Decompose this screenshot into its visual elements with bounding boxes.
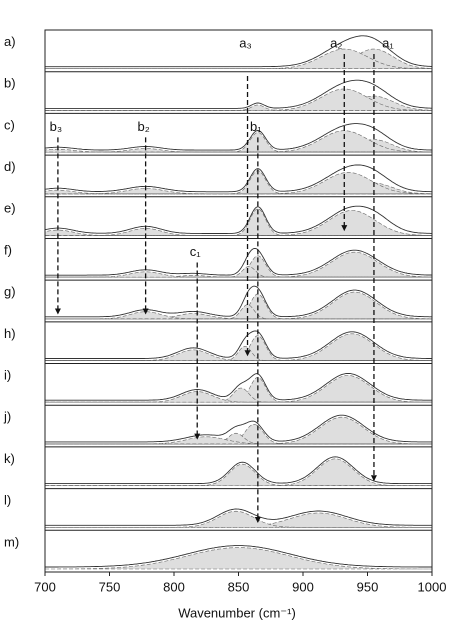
- spectrum-line: [44, 205, 432, 234]
- component-peak: [44, 311, 433, 320]
- spectrum-line: [44, 123, 432, 151]
- panel-label: d): [4, 159, 16, 174]
- x-tick-label: 800: [163, 579, 185, 594]
- peak-annotation: b₁: [250, 119, 262, 134]
- spectrum-line: [45, 35, 433, 68]
- spectrum-line: [45, 79, 432, 109]
- marker-arrow: [370, 475, 377, 482]
- peak-annotation: a₂: [330, 35, 342, 50]
- spectrum-line: [44, 164, 432, 193]
- panel-label: h): [4, 326, 16, 341]
- peak-annotation: b₂: [137, 119, 149, 134]
- spectrum-line: [45, 285, 432, 318]
- component-peak: [44, 148, 433, 153]
- component-peak: [44, 229, 433, 236]
- panel-label: i): [4, 367, 11, 382]
- component-peak: [44, 510, 433, 528]
- component-peak: [44, 349, 433, 361]
- x-tick-label: 850: [228, 579, 250, 594]
- peak-annotation: b₃: [50, 119, 63, 134]
- panel-label: c): [4, 117, 15, 132]
- spectrum-line: [45, 330, 432, 359]
- x-tick-label: 950: [357, 579, 379, 594]
- spectrum-line: [45, 414, 432, 443]
- component-peak: [45, 547, 432, 570]
- marker-arrow: [194, 433, 201, 440]
- marker-arrow: [244, 350, 251, 357]
- component-peak: [44, 189, 433, 195]
- panel-label: b): [4, 76, 16, 91]
- panel-label: m): [4, 534, 19, 549]
- x-tick-label: 1000: [418, 579, 447, 594]
- marker-arrow: [54, 308, 61, 315]
- component-peak: [44, 48, 433, 69]
- x-tick-label: 900: [292, 579, 314, 594]
- component-peak: [44, 436, 433, 445]
- spectrum-line: [45, 456, 432, 485]
- spectrum-line: [45, 545, 432, 568]
- spectrum-line: [45, 508, 432, 526]
- panel-label: g): [4, 284, 16, 299]
- marker-arrow: [341, 225, 348, 232]
- component-peak: [44, 104, 433, 111]
- peak-annotation: a₁: [382, 35, 394, 50]
- panel-label: l): [4, 493, 11, 508]
- component-peak: [44, 463, 433, 486]
- spectrum-line: [45, 373, 432, 401]
- spectrum-line: [45, 247, 433, 276]
- x-tick-label: 700: [34, 579, 56, 594]
- x-tick-label: 750: [99, 579, 121, 594]
- panel-label: a): [4, 34, 16, 49]
- marker-arrow: [142, 308, 149, 315]
- component-peak: [44, 271, 433, 278]
- component-peak: [44, 391, 433, 403]
- panel-label: e): [4, 201, 16, 216]
- peak-annotation: a₃: [239, 35, 252, 50]
- panel-label: j): [3, 409, 11, 424]
- marker-arrow: [254, 516, 261, 523]
- panel-label: f): [4, 242, 12, 257]
- x-axis-title: Wavenumber (cm⁻¹): [178, 605, 296, 620]
- peak-annotation: c₁: [190, 244, 202, 259]
- panel-label: k): [4, 451, 15, 466]
